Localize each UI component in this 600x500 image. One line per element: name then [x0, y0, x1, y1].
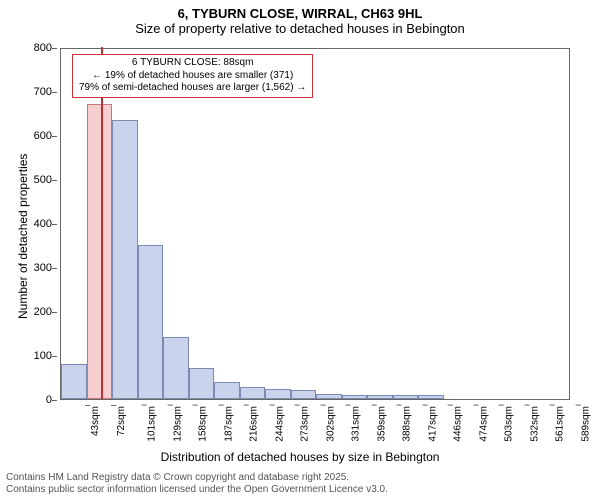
x-tick: 273sqm	[300, 406, 311, 442]
histogram-bar	[138, 245, 164, 399]
histogram-bar	[342, 395, 368, 399]
y-tick: 800	[0, 42, 52, 54]
histogram-bar	[87, 104, 113, 399]
marker-line	[101, 47, 103, 399]
histogram-bar	[189, 368, 215, 399]
y-axis-label: Number of detached properties	[16, 154, 30, 319]
x-axis-label: Distribution of detached houses by size …	[0, 450, 600, 464]
x-tick: 187sqm	[223, 406, 234, 442]
histogram-bar	[418, 395, 444, 399]
annotation-box: 6 TYBURN CLOSE: 88sqm ← 19% of detached …	[72, 54, 313, 98]
y-tick: 600	[0, 130, 52, 142]
credits: Contains HM Land Registry data © Crown c…	[0, 468, 394, 500]
x-tick: 72sqm	[116, 406, 127, 436]
annotation-line3: 79% of semi-detached houses are larger (…	[79, 82, 306, 95]
y-tick: 700	[0, 86, 52, 98]
page-title-line2: Size of property relative to detached ho…	[0, 21, 600, 40]
histogram-bar	[291, 390, 317, 399]
annotation-line1: 6 TYBURN CLOSE: 88sqm	[79, 57, 306, 70]
histogram-bar	[367, 395, 393, 399]
page-title-line1: 6, TYBURN CLOSE, WIRRAL, CH63 9HL	[0, 0, 600, 21]
x-tick: 474sqm	[478, 406, 489, 442]
x-tick: 532sqm	[529, 406, 540, 442]
histogram-bar	[240, 387, 266, 399]
x-tick: 244sqm	[274, 406, 285, 442]
histogram-bar	[163, 337, 189, 399]
x-tick: 302sqm	[325, 406, 336, 442]
x-tick: 129sqm	[172, 406, 183, 442]
histogram-bar	[112, 120, 138, 399]
x-tick: 359sqm	[376, 406, 387, 442]
credits-line1: Contains HM Land Registry data © Crown c…	[6, 472, 388, 484]
annotation-line2: ← 19% of detached houses are smaller (37…	[79, 70, 306, 83]
x-tick: 446sqm	[453, 406, 464, 442]
x-tick: 216sqm	[249, 406, 260, 442]
x-tick: 331sqm	[351, 406, 362, 442]
x-tick: 158sqm	[198, 406, 209, 442]
histogram-plot	[60, 48, 570, 400]
y-tick: 0	[0, 394, 52, 406]
credits-line2: Contains public sector information licen…	[6, 484, 388, 496]
x-tick: 589sqm	[580, 406, 591, 442]
histogram-bar	[214, 382, 240, 399]
histogram-bar	[265, 389, 291, 399]
x-tick: 561sqm	[555, 406, 566, 442]
x-tick: 417sqm	[427, 406, 438, 442]
x-tick: 503sqm	[504, 406, 515, 442]
histogram-bar	[316, 394, 342, 399]
x-tick: 43sqm	[90, 406, 101, 436]
x-tick: 101sqm	[147, 406, 158, 442]
histogram-bar	[393, 395, 419, 399]
histogram-bar	[61, 364, 87, 399]
x-tick: 388sqm	[402, 406, 413, 442]
y-tick: 100	[0, 350, 52, 362]
